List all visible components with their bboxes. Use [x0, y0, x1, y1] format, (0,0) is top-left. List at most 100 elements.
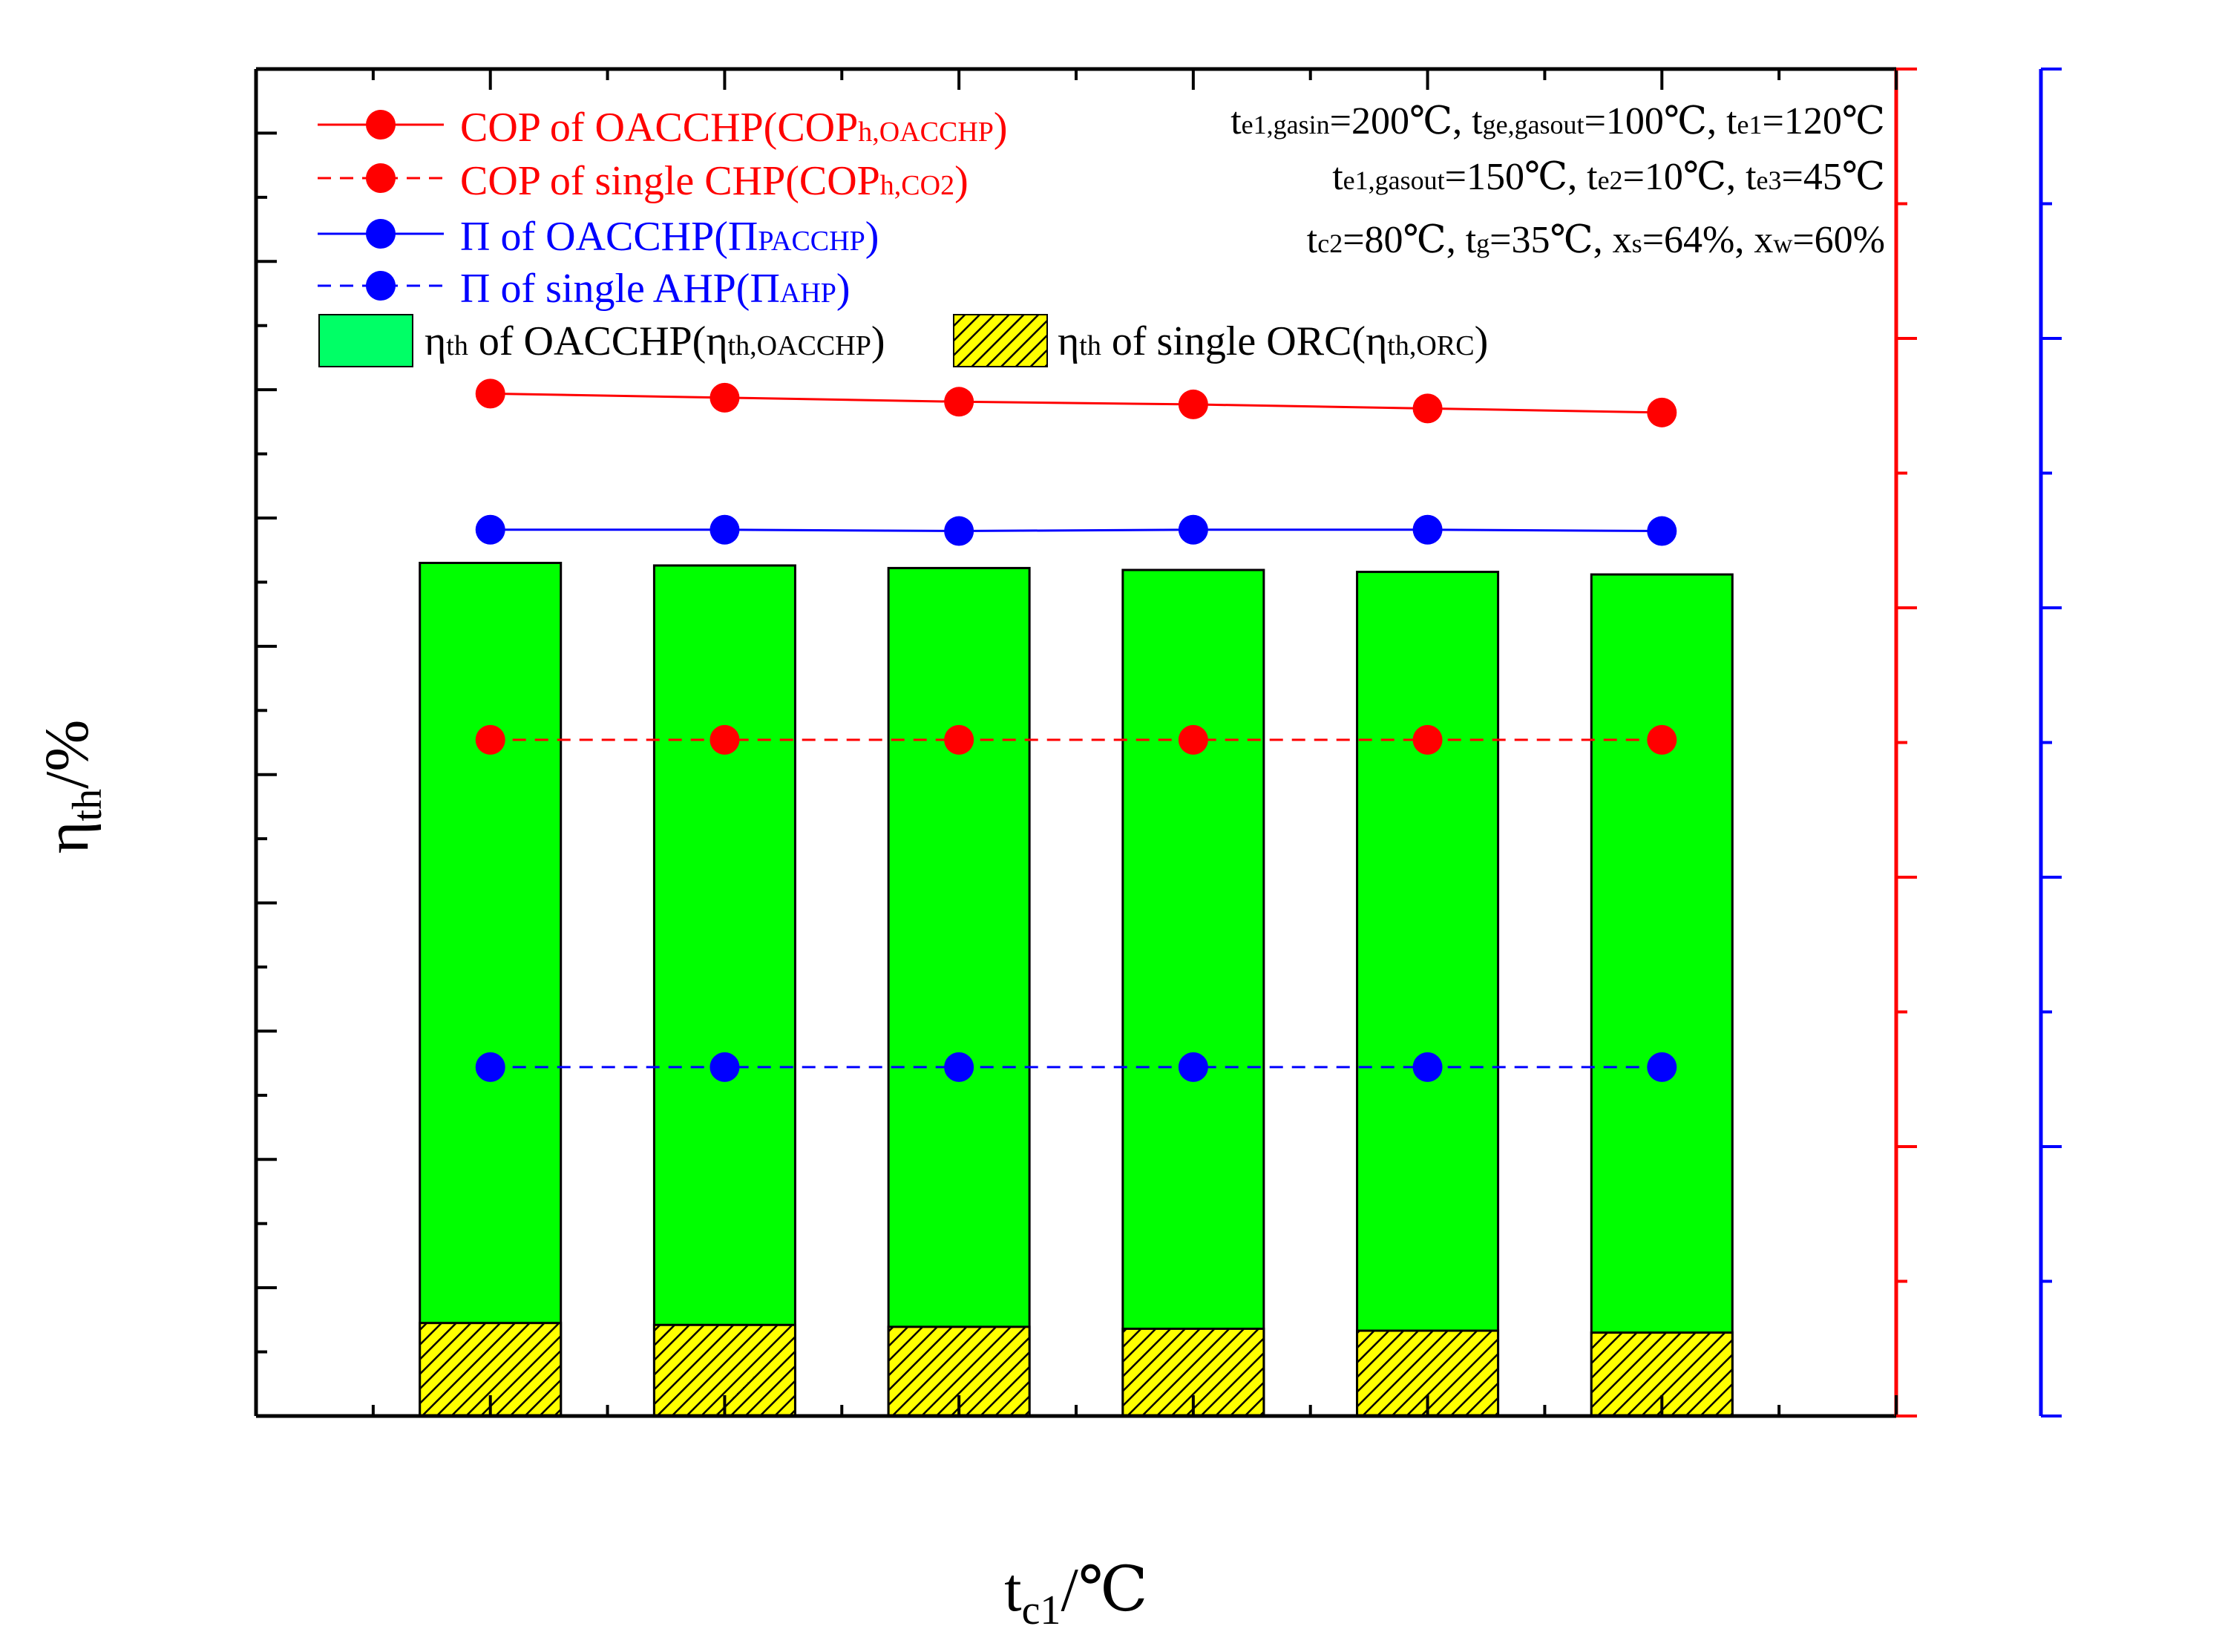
text-span: w — [1773, 229, 1792, 258]
text-span: =200℃, — [1330, 100, 1472, 142]
y-axis-label: ηth/% — [33, 720, 111, 854]
series-marker-2 — [1412, 514, 1443, 545]
series-marker-1 — [1178, 724, 1208, 755]
text-span: ) — [865, 214, 879, 260]
text-span: =64%, — [1642, 219, 1754, 261]
text-span: AHP — [780, 278, 836, 309]
text-span: t — [1466, 219, 1477, 261]
text-span: e1 — [1737, 110, 1763, 140]
series-marker-2 — [475, 514, 505, 545]
text-span: ) — [871, 318, 885, 364]
text-span: =120℃ — [1763, 100, 1886, 142]
text-span: e1,gasin — [1242, 110, 1330, 140]
text-span: e2 — [1598, 165, 1623, 195]
bar-oacchp — [1121, 568, 1265, 1417]
bar-oacchp — [887, 566, 1031, 1417]
text-span: th — [1079, 330, 1101, 361]
text-span: =45℃ — [1782, 156, 1886, 198]
series-line-0 — [490, 392, 1662, 414]
text-span: η — [1058, 318, 1079, 364]
series-marker-3 — [1412, 1052, 1443, 1082]
series-marker-3 — [1178, 1052, 1208, 1082]
text-span: of single ORC(η — [1101, 318, 1388, 364]
series-marker-0 — [1178, 389, 1208, 419]
text-span: Π of single AHP(Π — [460, 266, 780, 312]
text-span: COP of OACCHP(COP — [460, 105, 858, 151]
text-span: e1,gasout — [1343, 165, 1445, 195]
annotations: te1,gasin=200℃, tge,gasout=100℃, te1=120… — [1230, 100, 1885, 261]
text-span: =150℃, — [1445, 156, 1587, 198]
legend-label-0: COP of OACCHP(COPh,OACCHP) — [460, 105, 1008, 151]
legend-label-4: ηth of OACCHP(ηth,OACCHP) — [425, 318, 885, 364]
text-span: ) — [1475, 318, 1489, 364]
text-span: t — [1726, 100, 1737, 142]
text-span: η — [33, 821, 102, 853]
series-marker-0 — [1412, 393, 1443, 424]
text-span: c2 — [1317, 229, 1343, 258]
bar-oacchp — [1356, 571, 1500, 1417]
series-marker-1 — [944, 724, 974, 755]
frame-layer — [254, 67, 2062, 1418]
text-span: t — [1587, 156, 1598, 198]
series-marker-1 — [475, 724, 505, 755]
text-span: =35℃, — [1489, 219, 1613, 261]
bar-oacchp — [1590, 573, 1734, 1417]
text-span: of OACCHP(η — [468, 318, 728, 364]
legend: COP of OACCHP(COPh,OACCHP) COP of single … — [318, 105, 1488, 367]
text-span: th — [65, 789, 111, 822]
text-span: x — [1613, 219, 1632, 261]
series-marker-3 — [1647, 1052, 1677, 1082]
series-line-2 — [490, 528, 1662, 533]
legend-marker-0 — [366, 110, 396, 140]
text-span: t — [1332, 156, 1343, 198]
text-span: =10℃, — [1623, 156, 1746, 198]
legend-swatch-orc — [953, 314, 1048, 367]
series-marker-1 — [709, 724, 740, 755]
series-marker-0 — [944, 387, 974, 417]
series-marker-3 — [475, 1052, 505, 1082]
text-span: COP of single CHP(COP — [460, 158, 880, 204]
text-span: t — [1746, 156, 1757, 198]
text-span: t — [1004, 1556, 1021, 1625]
legend-swatch-oacchp — [318, 314, 413, 367]
text-span: /℃ — [1061, 1556, 1147, 1625]
text-span: Π of OACCHP(Π — [460, 214, 758, 260]
text-span: =100℃, — [1584, 100, 1727, 142]
legend-marker-3 — [366, 271, 396, 301]
series-marker-3 — [709, 1052, 740, 1082]
text-span: ) — [836, 266, 851, 312]
lines-layer — [475, 378, 1677, 1082]
text-span: t — [1307, 219, 1318, 261]
series-marker-2 — [1178, 514, 1208, 545]
text-span: s — [1632, 229, 1642, 258]
text-span: ) — [954, 158, 969, 204]
text-span: PACCHP — [758, 226, 865, 257]
series-marker-2 — [1647, 516, 1677, 546]
text-span: c1 — [1022, 1587, 1061, 1633]
legend-marker-2 — [366, 219, 396, 249]
text-span: η — [425, 318, 446, 364]
text-span: h,OACCHP — [858, 117, 994, 148]
text-span: =60% — [1792, 219, 1885, 261]
bar-oacchp — [419, 562, 563, 1417]
series-marker-1 — [1647, 724, 1677, 755]
bar-single-orc — [887, 1325, 1031, 1417]
legend-marker-1 — [366, 163, 396, 193]
series-marker-2 — [709, 514, 740, 545]
bars-layer — [419, 562, 1734, 1417]
legend-label-2: Π of OACCHP(ΠPACCHP) — [460, 214, 879, 260]
bar-oacchp — [652, 564, 796, 1417]
series-marker-2 — [944, 516, 974, 546]
text-span: ) — [994, 105, 1008, 151]
legend-label-3: Π of single AHP(ΠAHP) — [460, 266, 851, 312]
series-marker-0 — [1647, 397, 1677, 427]
legend-label-5: ηth of single ORC(ηth,ORC) — [1058, 318, 1488, 364]
series-marker-3 — [944, 1052, 974, 1082]
series-marker-1 — [1412, 724, 1443, 755]
text-span: t — [1472, 100, 1483, 142]
axis-labels: tc1/℃ ηth/% — [33, 720, 1148, 1633]
text-span: th,ORC — [1387, 330, 1474, 361]
text-span: th — [446, 330, 468, 361]
text-span: =80℃, — [1343, 219, 1466, 261]
